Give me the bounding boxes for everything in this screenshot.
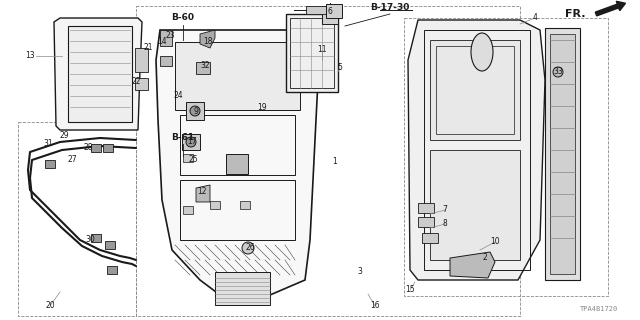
Text: 32: 32 <box>200 61 210 70</box>
Bar <box>430 40 520 140</box>
Text: 23: 23 <box>165 31 175 41</box>
Bar <box>175 42 300 110</box>
Text: B-60: B-60 <box>172 13 195 22</box>
Bar <box>436 46 514 134</box>
Text: 30: 30 <box>85 236 95 244</box>
Bar <box>107 266 117 274</box>
Polygon shape <box>200 30 215 48</box>
Text: 4: 4 <box>532 13 538 22</box>
Bar <box>91 234 101 242</box>
Text: 11: 11 <box>317 45 327 54</box>
Text: 21: 21 <box>143 44 153 52</box>
Bar <box>322 6 338 24</box>
Polygon shape <box>54 18 142 130</box>
Text: 29: 29 <box>59 132 69 140</box>
Polygon shape <box>196 185 210 202</box>
Circle shape <box>186 137 196 147</box>
Text: 3: 3 <box>358 268 362 276</box>
Text: 6: 6 <box>328 7 332 17</box>
Text: 31: 31 <box>43 140 53 148</box>
Bar <box>160 56 172 66</box>
Bar <box>306 6 328 14</box>
Text: TPA4B1720: TPA4B1720 <box>580 306 618 312</box>
Text: 7: 7 <box>443 205 447 214</box>
Bar <box>182 134 200 150</box>
Text: 15: 15 <box>405 285 415 294</box>
Circle shape <box>190 106 200 116</box>
Bar <box>418 203 434 213</box>
Text: 19: 19 <box>257 103 267 113</box>
Bar <box>210 201 220 209</box>
Text: 20: 20 <box>45 301 55 310</box>
Bar <box>430 150 520 260</box>
Bar <box>196 62 210 74</box>
Bar <box>105 241 115 249</box>
Bar <box>422 233 438 243</box>
Text: 10: 10 <box>490 237 500 246</box>
Bar <box>550 34 575 274</box>
Bar <box>326 4 342 18</box>
Text: 26: 26 <box>245 244 255 252</box>
Text: 8: 8 <box>443 220 447 228</box>
Text: 27: 27 <box>67 156 77 164</box>
Bar <box>45 160 55 168</box>
Polygon shape <box>156 30 318 300</box>
Bar <box>136 6 520 316</box>
Bar <box>68 26 132 122</box>
Text: 25: 25 <box>188 156 198 164</box>
Polygon shape <box>450 252 495 278</box>
Bar <box>183 206 193 214</box>
Text: FR.: FR. <box>566 9 586 19</box>
Text: 13: 13 <box>25 52 35 60</box>
Text: 5: 5 <box>337 63 342 73</box>
Bar <box>290 18 334 88</box>
Bar <box>183 154 193 162</box>
Bar <box>180 180 295 240</box>
Bar <box>215 272 270 305</box>
Bar <box>404 18 608 296</box>
Bar <box>186 102 204 120</box>
Text: 17: 17 <box>187 138 197 147</box>
Bar <box>418 217 434 227</box>
Text: B-61: B-61 <box>172 133 195 142</box>
Bar <box>286 14 338 92</box>
Bar <box>103 144 113 152</box>
Bar <box>180 115 295 175</box>
Text: 16: 16 <box>370 301 380 310</box>
Bar <box>424 30 530 270</box>
Bar <box>240 201 250 209</box>
Text: 12: 12 <box>197 188 207 196</box>
Bar <box>91 144 101 152</box>
Text: 9: 9 <box>193 108 198 116</box>
Circle shape <box>553 67 563 77</box>
Text: 2: 2 <box>483 253 488 262</box>
Circle shape <box>242 242 254 254</box>
Text: 1: 1 <box>333 157 337 166</box>
Ellipse shape <box>471 33 493 71</box>
Text: B-17-30: B-17-30 <box>371 4 410 12</box>
Polygon shape <box>408 20 545 280</box>
Text: 24: 24 <box>173 92 183 100</box>
Bar <box>160 30 172 46</box>
Text: 33: 33 <box>553 68 563 76</box>
Bar <box>545 28 580 280</box>
Bar <box>135 48 148 72</box>
Bar <box>226 154 248 174</box>
Text: 14: 14 <box>157 37 167 46</box>
Bar <box>18 122 136 316</box>
Text: 22: 22 <box>131 77 141 86</box>
Bar <box>135 78 148 90</box>
FancyArrow shape <box>595 1 625 16</box>
Text: 28: 28 <box>83 143 93 153</box>
Text: 18: 18 <box>204 37 212 46</box>
